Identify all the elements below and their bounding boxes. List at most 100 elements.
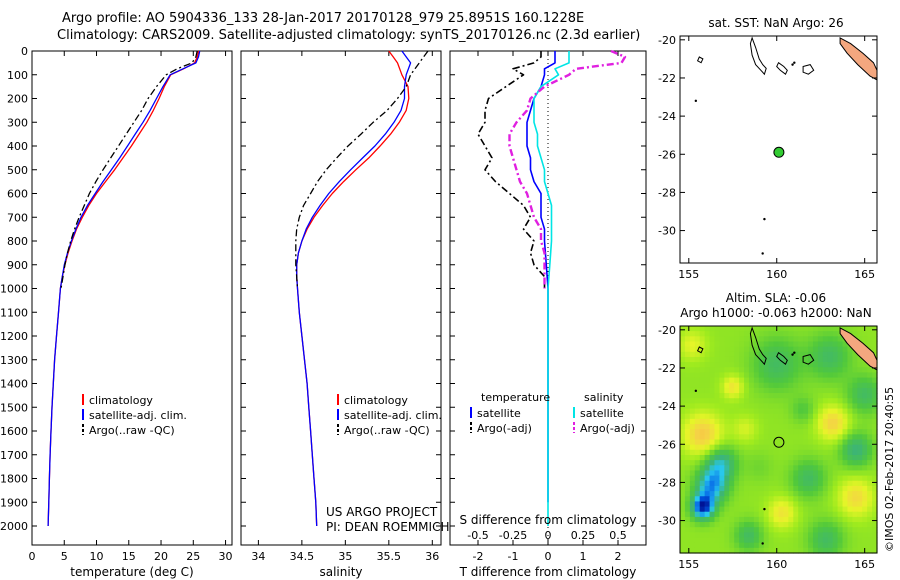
sla-cell [699,439,706,446]
sla-cell [793,465,799,472]
sla-cell [793,336,799,343]
sla-cell [827,408,834,415]
sla-cell [734,403,740,410]
sla-cell [729,522,735,528]
sla-cell [817,470,824,477]
sla-cell [694,480,701,487]
sla-cell [724,449,730,456]
sla-cell [862,454,868,461]
sla-cell [822,491,829,497]
sla-cell [704,413,711,420]
sla-cell [709,341,716,348]
sla-cell [719,393,725,399]
sla-cell [709,460,716,466]
sla-cell [689,470,696,477]
sla-cell [724,403,730,410]
sla-cell [832,418,839,425]
sla-cell [872,444,878,451]
sla-cell [842,516,849,523]
sla-cell [729,362,735,368]
sla-cell [714,460,720,466]
sla-cell [837,372,844,379]
lat-tick-label: -20 [658,324,676,337]
sla-cell [832,439,839,446]
sla-cell [694,398,701,404]
sla-cell [729,501,735,508]
sla-cell [812,418,819,425]
sla-cell [763,527,770,533]
sla-cell [803,542,809,549]
sla-cell [724,491,730,497]
sla-cell [817,403,824,410]
sla-cell [763,326,770,332]
sla-cell [689,393,696,399]
sla-cell [724,382,730,389]
sla-cell [817,444,824,451]
sla-cell [822,547,829,554]
sla-cell [729,403,735,410]
sla-cell [803,475,809,482]
sla-cell [808,485,814,492]
sla-cell [758,356,765,363]
sla-cell [857,413,863,420]
sla-cell [842,372,849,379]
sla-cell [808,475,814,482]
sla-cell [827,496,834,503]
sla-cell [783,424,789,430]
sla-cell [783,522,789,528]
sla-cell [734,465,740,472]
sla-cell [803,449,809,456]
sla-cell [744,460,750,466]
sla-cell [768,460,775,466]
sla-cell [867,480,873,487]
sla-cell [724,356,730,363]
sla-cell [753,403,760,410]
sla-cell [694,367,701,374]
sla-cell [758,470,765,477]
lat-tick-label: -20 [658,34,676,47]
sla-cell [847,372,853,379]
x-tick-label: 2 [615,550,622,563]
x-tick-label: 10 [90,550,104,563]
sla-cell [719,408,725,415]
sla-cell [788,496,794,503]
sla-cell [812,362,819,368]
sla-cell [684,408,691,415]
sla-cell [827,537,834,544]
sla-cell [798,460,804,466]
sla-cell [872,527,878,533]
sla-cell [832,372,839,379]
sla-cell [680,356,686,363]
sla-cell [788,506,794,513]
sla-cell [832,362,839,368]
sla-cell [704,480,711,487]
sla-map: 155 160 165-20-22-24-26-28-30 [658,324,878,571]
sla-cell [773,403,780,410]
sla-cell [744,424,750,430]
sla-cell [798,398,804,404]
sla-cell [748,408,755,415]
sla-cell [709,429,716,435]
sla-cell [827,506,834,513]
sla-cell [724,362,730,368]
sla-cell [724,367,730,374]
sla-cell [694,434,701,441]
sla-cell [788,542,794,549]
sla-cell [773,377,780,384]
sla-cell [758,439,765,446]
sla-cell [763,542,770,549]
sla-cell [827,449,834,456]
sla-cell [788,522,794,528]
sla-cell [773,496,780,503]
sla-cell [857,372,863,379]
sla-cell [704,511,711,518]
sla-cell [719,470,725,477]
sla-cell [812,485,819,492]
sla-cell [822,346,829,353]
sla-cell [694,429,701,435]
sla-cell [773,485,780,492]
sla-cell [684,387,691,394]
x-tick-label: -1 [508,550,519,563]
sla-cell [739,532,745,539]
sla-cell [847,485,853,492]
